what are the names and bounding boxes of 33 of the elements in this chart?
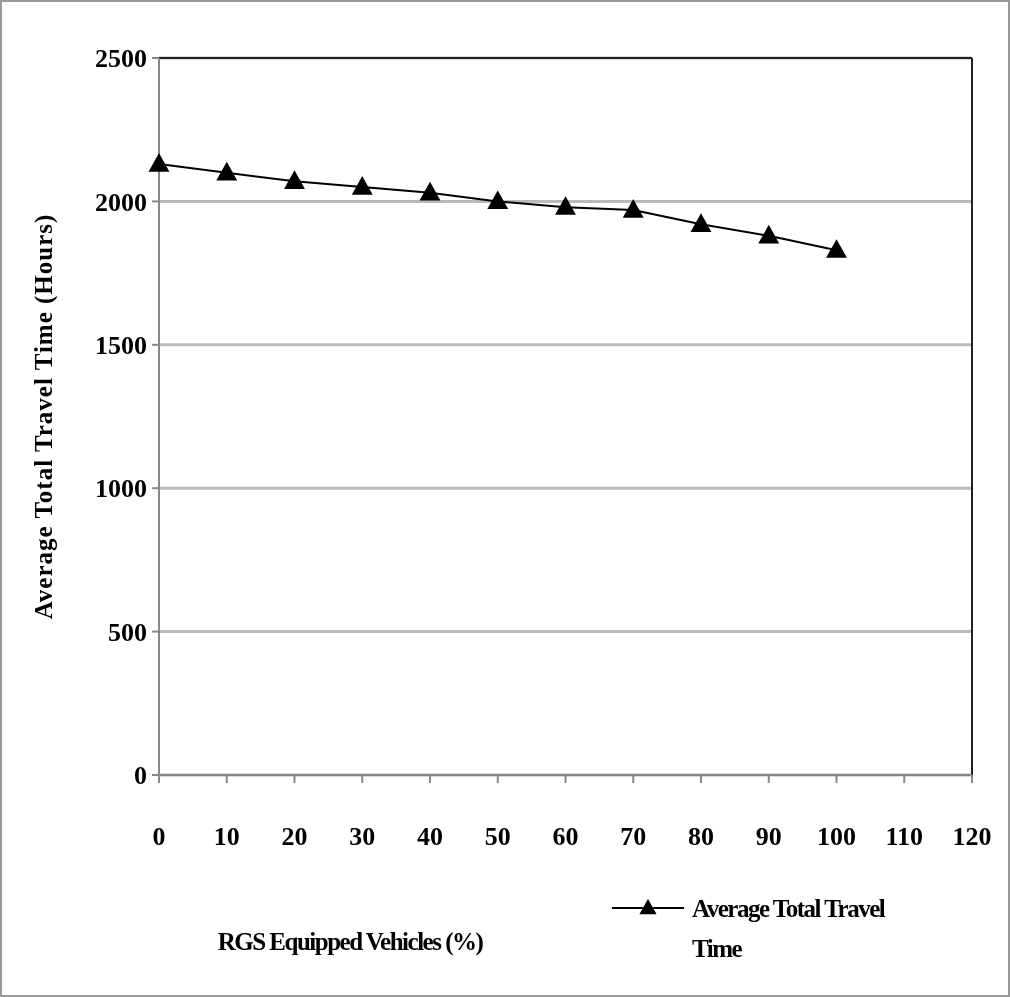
- point: [622, 199, 644, 218]
- x-tick-label: 70: [620, 822, 647, 851]
- point: [351, 176, 373, 195]
- x-tick-label: 90: [755, 822, 782, 851]
- x-tick-label: 50: [484, 822, 511, 851]
- point: [487, 190, 509, 210]
- point: [216, 161, 238, 181]
- point: [148, 153, 170, 172]
- x-tick-label: 100: [817, 822, 856, 851]
- x-tick-label: 40: [417, 822, 443, 851]
- x-tick-label: 20: [281, 822, 308, 851]
- y-tick-label: 2000: [95, 187, 147, 217]
- x-tick-label: 10: [213, 822, 240, 851]
- legend-label: Average Total Travel Time: [692, 894, 886, 962]
- point: [758, 224, 780, 244]
- y-axis-title: Average Total Travel Time (Hours): [30, 213, 58, 620]
- x-tick-label: 80: [688, 822, 714, 851]
- point: [826, 239, 847, 258]
- point: [284, 170, 305, 190]
- point: [555, 196, 576, 215]
- x-tick-label: 30: [349, 822, 376, 851]
- y-tick-label: 1000: [95, 474, 147, 504]
- x-tick-label: 110: [885, 822, 924, 851]
- x-tick-label: 0: [152, 822, 166, 851]
- y-tick-label: 500: [108, 617, 147, 647]
- y-tick-label: 2500: [95, 44, 147, 74]
- point: [419, 181, 441, 201]
- point: [690, 213, 712, 233]
- y-tick-label: 1500: [95, 330, 147, 360]
- x-tick-label: 60: [552, 822, 579, 851]
- x-tick-label: 120: [952, 822, 992, 851]
- x-axis-title: RGS Equipped Vehicles (%): [217, 928, 484, 956]
- y-tick-label: 0: [134, 761, 147, 791]
